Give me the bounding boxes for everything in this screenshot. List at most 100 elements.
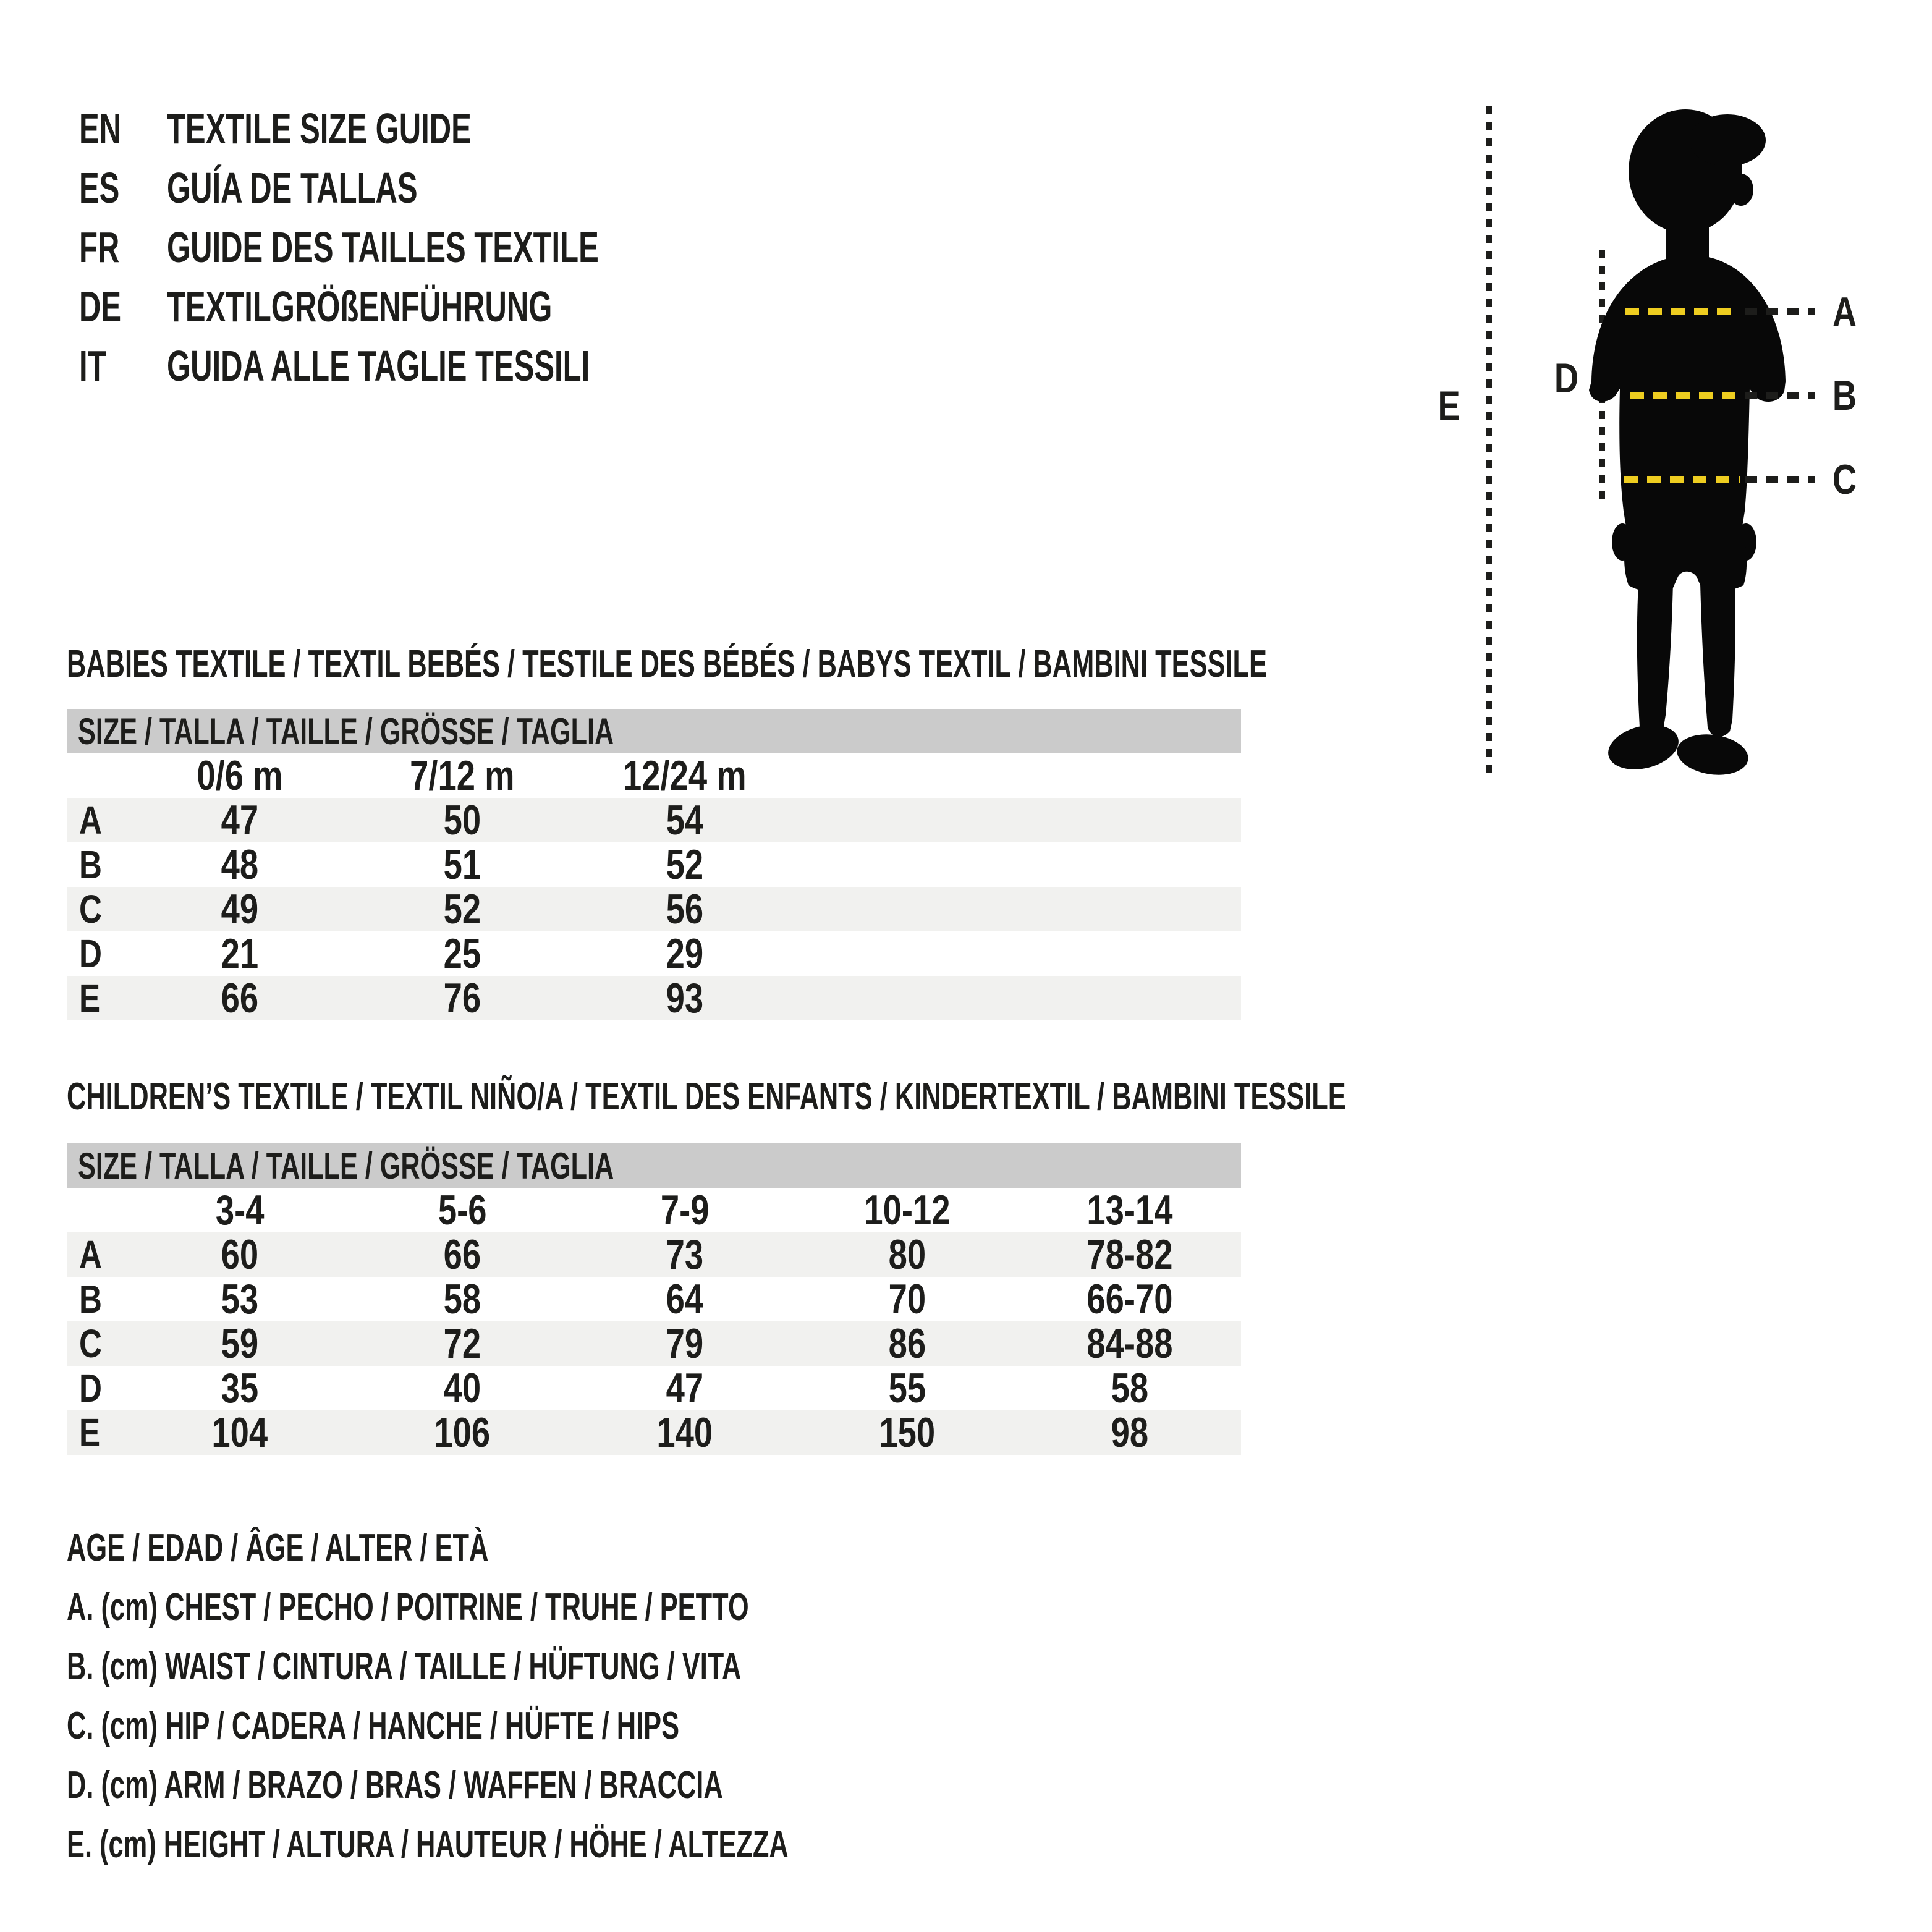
table-cell-text: 58 <box>443 1276 481 1323</box>
legend-line-age: AGE / EDAD / ÂGE / ALTER / ETÀ <box>67 1518 1098 1577</box>
column-header: 0/6 m <box>129 752 351 800</box>
children-size-header-text: SIZE / TALLA / TAILLE / GRÖSSE / TAGLIA <box>78 1145 614 1187</box>
table-cell-text: 25 <box>443 930 481 977</box>
measure-label-c-text: C <box>1832 456 1857 503</box>
table-cell: 47 <box>574 1364 796 1412</box>
table-cell-text: 64 <box>666 1276 704 1323</box>
language-code: EN <box>79 104 167 153</box>
language-row-de: DE TEXTILGRÖßENFÜHRUNG <box>79 277 784 336</box>
row-label-text: D <box>79 1366 102 1410</box>
table-row-b: B 48 51 52 <box>67 841 1241 889</box>
language-code: ES <box>79 163 167 213</box>
row-label-text: A <box>79 1232 102 1277</box>
legend-line-text: E. (cm) HEIGHT / ALTURA / HAUTEUR / HÖHE… <box>67 1823 789 1866</box>
table-cell: 54 <box>574 796 796 844</box>
language-code-text: ES <box>79 164 120 212</box>
table-row-a: A 47 50 54 <box>67 796 1241 844</box>
table-cell-text: 98 <box>1111 1409 1149 1456</box>
children-column-header-row: 3-4 5-6 7-9 10-12 13-14 <box>67 1186 1241 1234</box>
table-cell: 35 <box>129 1364 351 1412</box>
language-code-text: EN <box>79 104 122 153</box>
table-cell: 53 <box>129 1275 351 1323</box>
table-cell-text: 79 <box>666 1320 704 1367</box>
table-cell-text: 21 <box>221 930 259 977</box>
table-row-e: E 104 106 140 150 98 <box>67 1409 1241 1457</box>
table-cell-text: 78-82 <box>1087 1231 1173 1278</box>
table-cell-text: 47 <box>221 797 259 844</box>
column-header: 10-12 <box>796 1186 1019 1234</box>
chest-measure-line-dash <box>1745 308 1815 315</box>
table-cell-text: 50 <box>443 797 481 844</box>
table-cell-text: 76 <box>443 975 481 1022</box>
hip-measure-line-yellow <box>1624 476 1740 483</box>
table-cell: 58 <box>351 1275 574 1323</box>
row-label: C <box>67 1321 129 1366</box>
hip-measure-line-dash <box>1745 476 1815 483</box>
table-cell-text: 29 <box>666 930 704 977</box>
table-row-e: E 66 76 93 <box>67 974 1241 1022</box>
column-header: 13-14 <box>1019 1186 1241 1234</box>
language-row-es: ES GUÍA DE TALLAS <box>79 158 784 218</box>
table-cell-text: 66-70 <box>1087 1276 1173 1323</box>
measure-label-b: B <box>1823 371 1866 420</box>
row-label-text: D <box>79 931 102 976</box>
table-cell-text: 59 <box>221 1320 259 1367</box>
table-cell: 29 <box>574 930 796 978</box>
children-section-heading: CHILDREN’S TEXTILE / TEXTIL NIÑO/A / TEX… <box>67 1077 1894 1117</box>
table-cell: 21 <box>129 930 351 978</box>
table-cell-text: 86 <box>888 1320 926 1367</box>
table-cell: 51 <box>351 841 574 889</box>
row-label-text: B <box>79 1277 102 1321</box>
column-header-text: 0/6 m <box>197 752 283 799</box>
language-code: IT <box>79 341 167 391</box>
row-label: A <box>67 1232 129 1277</box>
table-row-c: C 59 72 79 86 84-88 <box>67 1320 1241 1368</box>
table-cell: 52 <box>574 841 796 889</box>
column-header: 7-9 <box>574 1186 796 1234</box>
language-title-text: TEXTILGRÖßENFÜHRUNG <box>167 282 553 331</box>
row-label: B <box>67 1276 129 1322</box>
row-label: D <box>67 1365 129 1411</box>
language-row-it: IT GUIDA ALLE TAGLIE TESSILI <box>79 336 784 396</box>
table-cell: 66 <box>129 974 351 1022</box>
table-cell: 73 <box>574 1231 796 1279</box>
language-title-text: GUÍA DE TALLAS <box>167 164 418 212</box>
row-label-text: B <box>79 842 102 887</box>
language-code-text: IT <box>79 342 106 390</box>
table-cell-text: 53 <box>221 1276 259 1323</box>
table-cell-text: 93 <box>666 975 704 1022</box>
language-row-en: EN TEXTILE SIZE GUIDE <box>79 99 784 158</box>
waist-measure-line-dash <box>1745 392 1815 399</box>
legend-line-hip: C. (cm) HIP / CADERA / HANCHE / HÜFTE / … <box>67 1696 1098 1755</box>
table-cell: 66-70 <box>1019 1275 1241 1323</box>
legend-line-waist: B. (cm) WAIST / CINTURA / TAILLE / HÜFTU… <box>67 1637 1098 1696</box>
table-cell-text: 73 <box>666 1231 704 1278</box>
language-code: FR <box>79 222 167 272</box>
row-label: B <box>67 842 129 888</box>
language-code-text: DE <box>79 282 122 331</box>
table-cell: 86 <box>796 1320 1019 1368</box>
language-list: EN TEXTILE SIZE GUIDE ES GUÍA DE TALLAS … <box>79 99 784 396</box>
table-cell-text: 150 <box>879 1409 936 1456</box>
language-title: GUIDA ALLE TAGLIE TESSILI <box>167 341 771 391</box>
column-header-text: 7/12 m <box>410 752 515 799</box>
row-label: E <box>67 975 129 1021</box>
table-cell: 48 <box>129 841 351 889</box>
column-header: 7/12 m <box>351 752 574 800</box>
language-title: GUIDE DES TAILLES TEXTILE <box>167 222 784 272</box>
table-cell: 79 <box>574 1320 796 1368</box>
language-title-text: GUIDE DES TAILLES TEXTILE <box>167 223 599 271</box>
babies-column-header-row: 0/6 m 7/12 m 12/24 m <box>67 752 1241 800</box>
table-cell-text: 40 <box>443 1365 481 1412</box>
table-cell-text: 80 <box>888 1231 926 1278</box>
table-cell: 93 <box>574 974 796 1022</box>
table-cell: 106 <box>351 1409 574 1457</box>
table-cell: 140 <box>574 1409 796 1457</box>
table-row-d: D 21 25 29 <box>67 930 1241 978</box>
table-cell-text: 52 <box>443 886 481 933</box>
table-cell: 150 <box>796 1409 1019 1457</box>
table-cell-text: 51 <box>443 841 481 888</box>
children-size-header-bar: SIZE / TALLA / TAILLE / GRÖSSE / TAGLIA <box>67 1143 1241 1188</box>
table-cell: 70 <box>796 1275 1019 1323</box>
table-cell-text: 49 <box>221 886 259 933</box>
